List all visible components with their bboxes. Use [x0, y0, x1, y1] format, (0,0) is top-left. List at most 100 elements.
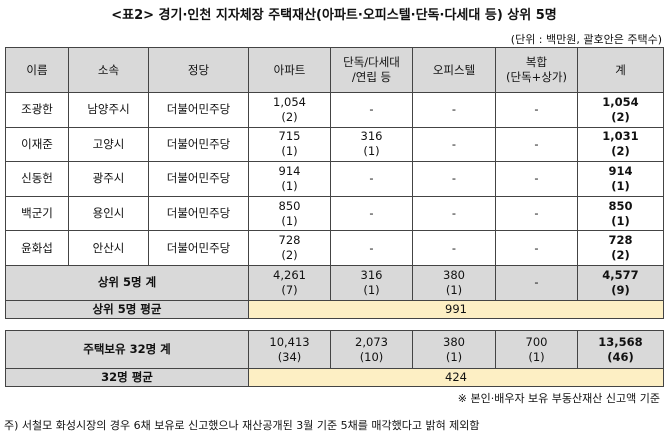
cell-line: (2) [611, 248, 630, 263]
cell-line: - [369, 240, 374, 255]
cell: 용인시 [68, 195, 149, 232]
cell: 850 (1) [577, 195, 664, 232]
cell: 316 (1) [330, 264, 413, 301]
cell-line: 10,413 [269, 334, 310, 349]
cell-line: 715 [278, 129, 301, 144]
header-cell: 오피스텔 [412, 47, 496, 93]
cell-line: 316 [360, 129, 383, 144]
cell: 조광한 [5, 92, 69, 128]
cell: 윤화섭 [5, 230, 69, 266]
total-row: 상위 5명 계 4,261 (7) 316 (1) 380 (1) -4,577 (9) [5, 264, 664, 301]
data-row: 윤화섭 안산시 더불어민주당 728 (2) - - -728 (2) [5, 230, 664, 266]
cell-line: - [534, 102, 539, 117]
cell: 13,568 (46) [577, 330, 664, 369]
header-cell: 단독/다세대/연립 등 [330, 47, 413, 93]
cell: - [495, 230, 578, 266]
cell-line: 1,054 [273, 94, 306, 109]
cell-line: 이름 [26, 62, 48, 77]
table: 주택보유 32명 계 10,413 (34) 2,073 (10) 380 (1) 700 (1… [5, 330, 664, 387]
cell-line: - [534, 240, 539, 255]
cell: 광주시 [68, 161, 149, 197]
cell: - [495, 126, 578, 163]
data-row: 조광한 남양주시 더불어민주당 1,054 (2) - - -1,054 (2) [5, 92, 664, 128]
cell: - [412, 92, 496, 128]
cell-line: 오피스텔 [432, 62, 476, 77]
cell: - [412, 161, 496, 197]
average-label: 상위 5명 평균 [5, 299, 249, 319]
cell-line: - [534, 171, 539, 186]
cell: 더불어민주당 [148, 161, 249, 197]
cell: - [330, 161, 413, 197]
note: ※ 본인·배우자 보유 부동산재산 신고액 기준 [457, 392, 660, 405]
cell: - [495, 195, 578, 232]
cell-line: 380 [443, 267, 465, 282]
cell-line: 13,568 [598, 334, 643, 349]
cell-line: 850 [608, 198, 633, 213]
average-value: 991 [248, 299, 664, 319]
cell: - [412, 230, 496, 266]
cell: 4,261 (7) [248, 264, 331, 301]
cell-line: - [534, 206, 539, 221]
title: <표2> 경기·인천 지자체장 주택재산(아파트·오피스텔·단독·다세대 등) … [111, 8, 557, 23]
cell-line: - [451, 102, 457, 117]
cell: 남양주시 [68, 92, 149, 128]
header-cell: 복합 (단독+상가) [495, 47, 578, 93]
cell: 850 (1) [248, 195, 331, 232]
cell: 더불어민주당 [148, 195, 249, 232]
cell: 더불어민주당 [148, 126, 249, 163]
cell: 380 (1) [412, 330, 496, 369]
cell: 914 (1) [248, 161, 331, 197]
cell: - [330, 230, 413, 266]
cell-line: 1,054 [602, 94, 639, 109]
header-cell: 소속 [68, 47, 149, 93]
cell-line: (1) [281, 178, 298, 193]
cell: 728 (2) [577, 230, 664, 266]
header-cell: 정당 [148, 47, 249, 93]
cell: 715 (1) [248, 126, 331, 163]
cell-line: (2) [281, 109, 298, 124]
cell: 고양시 [68, 126, 149, 163]
cell-line: (1) [281, 144, 298, 159]
cell-line: 700 [525, 334, 548, 349]
cell-line: (46) [607, 349, 634, 364]
unit: (단위 : 백만원, 괄호안은 주택수) [510, 33, 662, 46]
cell-line: 계 [615, 62, 626, 77]
cell-line: (1) [445, 349, 463, 364]
cell-line: - [451, 240, 457, 255]
cell: 700 (1) [495, 330, 578, 369]
cell-line: 2,073 [355, 334, 388, 349]
cell-line: (단독+상가) [506, 70, 567, 84]
cell-line: 380 [443, 334, 465, 349]
cell-line: (2) [281, 248, 298, 263]
cell: - [495, 264, 578, 301]
cell-line: - [451, 171, 457, 186]
cell: 더불어민주당 [148, 92, 249, 128]
cell-line: 850 [278, 198, 301, 213]
cell-line: - [534, 136, 539, 151]
cell: 안산시 [68, 230, 149, 266]
cell: 1,031 (2) [577, 126, 664, 163]
cell: 380 (1) [412, 264, 496, 301]
header-cell: 아파트 [248, 47, 331, 93]
average-row: 32명 평균 424 [5, 368, 664, 387]
cell-line: - [369, 102, 374, 117]
cell: - [330, 195, 413, 232]
cell: - [412, 126, 496, 163]
cell-line: 단독/다세대 [343, 55, 400, 69]
cell-line: (2) [611, 109, 630, 124]
header-row: 이름 소속 정당 아파트 단독/다세대/연립 등 오피스텔 복합 (단독+상가) 계 [5, 47, 664, 93]
cell-line: (1) [611, 213, 630, 228]
cell-line: 914 [608, 163, 633, 178]
cell-line: - [369, 206, 374, 221]
average-value: 424 [248, 368, 664, 387]
cell-line: - [534, 275, 539, 290]
header-cell: 계 [577, 47, 664, 93]
cell-line: (9) [611, 282, 630, 297]
cell: 백군기 [5, 195, 69, 232]
cell-line: (1) [281, 213, 298, 228]
cell-line: 4,577 [602, 267, 639, 282]
cell: - [412, 195, 496, 232]
data-row: 신동헌 광주시 더불어민주당 914 (1) - - -914 (1) [5, 161, 664, 197]
